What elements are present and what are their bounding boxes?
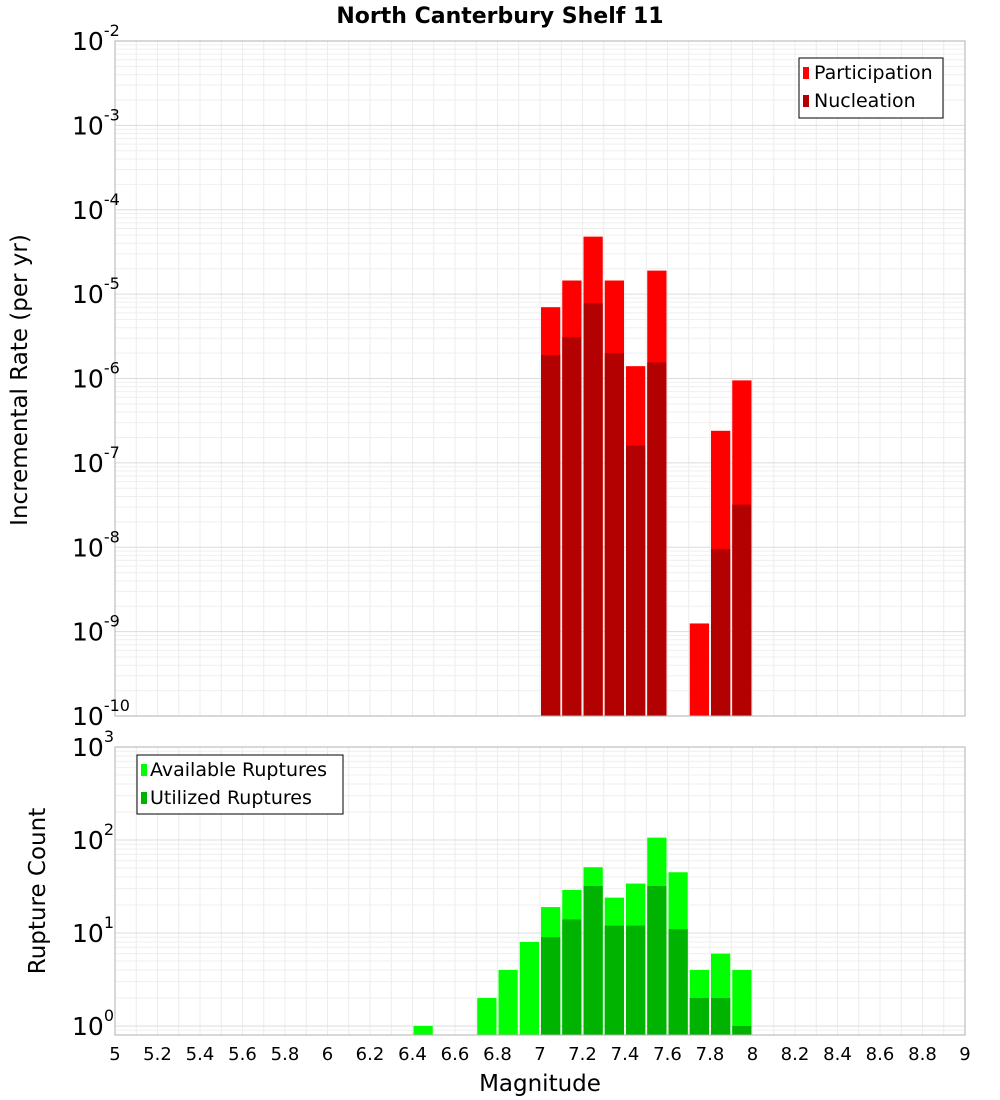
x-tick-labels: 5 5.2 5.4 5.6 5.8 6 6.2 6.4 6.6 6.8 7 7.2 7.4 7.6 7.8 8… [109, 1044, 970, 1065]
bottom-legend: Available Ruptures Utilized Ruptures [136, 754, 344, 815]
top-y-tick-label: 10-6 [72, 359, 120, 394]
utilized-ruptures-legend-label: Utilized Ruptures [150, 787, 312, 809]
bottom-y-tick-label: 102 [72, 820, 114, 855]
available-ruptures-legend-label: Available Ruptures [150, 759, 327, 781]
x-tick-label: 7.4 [611, 1044, 640, 1065]
bottom-bar-secondary [541, 937, 561, 1035]
top-y-tick-label: 10-10 [72, 696, 130, 731]
top-legend: Participation Nucleation [798, 57, 944, 119]
top-y-tick-label: 10-3 [72, 105, 120, 140]
bottom-bar-secondary [732, 1025, 752, 1035]
bottom-plot-border [114, 746, 966, 1036]
bottom-bar-secondary [668, 929, 688, 1035]
bottom-y-tick-label: 103 [72, 727, 114, 762]
x-tick-label: 7.6 [653, 1044, 682, 1065]
bottom-bar-primary [498, 969, 518, 1035]
top-bar-secondary [647, 362, 667, 716]
x-tick-label: 6.8 [483, 1044, 512, 1065]
x-tick-label: 9 [959, 1044, 970, 1065]
bottom-bar-primary [732, 969, 752, 1035]
bottom-y-tick-label: 101 [72, 913, 114, 948]
top-legend-box [798, 57, 944, 119]
top-bar-secondary [604, 353, 624, 716]
top-bar-primary [689, 623, 709, 716]
bottom-bar-secondary [583, 886, 603, 1035]
x-tick-label: 8.4 [823, 1044, 852, 1065]
bottom-bar-primary [413, 1025, 433, 1035]
x-tick-label: 7.2 [568, 1044, 597, 1065]
bottom-gridlines [114, 746, 966, 1036]
top-y-axis-label: Incremental Rate (per yr) [7, 234, 33, 526]
utilized-ruptures-legend-swatch [141, 792, 147, 804]
bottom-bars [413, 837, 752, 1035]
top-bar-secondary [562, 337, 582, 716]
top-y-tick-label: 10-7 [72, 443, 120, 478]
x-tick-label: 7 [534, 1044, 545, 1065]
participation-legend-label: Participation [814, 62, 933, 84]
top-panel: 10-10 10-9 10-8 10-7 10-6 10-5 10-4 10-3 10-2 In… [7, 21, 966, 731]
x-tick-label: 6.4 [398, 1044, 427, 1065]
bottom-bar-primary [477, 997, 497, 1035]
nucleation-legend-label: Nucleation [814, 90, 916, 112]
x-tick-label: 6.6 [441, 1044, 470, 1065]
top-bar-secondary [711, 549, 731, 716]
participation-legend-swatch [803, 67, 809, 79]
x-tick-label: 5.8 [271, 1044, 300, 1065]
top-y-tick-label: 10-4 [72, 190, 120, 225]
x-tick-label: 6 [322, 1044, 333, 1065]
bottom-y-tick-label: 100 [72, 1006, 114, 1041]
x-tick-label: 5 [109, 1044, 120, 1065]
bottom-panel: 100 101 102 103 Rupture Count Available Rup… [25, 727, 966, 1041]
x-tick-label: 5.2 [143, 1044, 172, 1065]
top-bar-secondary [626, 445, 646, 716]
top-bars [541, 236, 752, 716]
x-tick-label: 8.2 [781, 1044, 810, 1065]
x-tick-label: 8.8 [908, 1044, 937, 1065]
bottom-bar-secondary [689, 997, 709, 1035]
top-y-tick-label: 10-9 [72, 612, 120, 647]
top-bar-secondary [541, 354, 561, 716]
chart-title: North Canterbury Shelf 11 [336, 4, 663, 29]
x-tick-label: 5.4 [186, 1044, 215, 1065]
x-axis-label: Magnitude [479, 1071, 601, 1097]
available-ruptures-legend-swatch [141, 764, 147, 776]
top-y-tick-label: 10-8 [72, 527, 120, 562]
x-tick-label: 5.6 [228, 1044, 257, 1065]
top-gridlines [114, 40, 966, 717]
x-tick-label: 6.2 [356, 1044, 385, 1065]
top-plot-border [114, 40, 966, 717]
bottom-legend-box [136, 754, 344, 815]
x-tick-label: 8 [747, 1044, 758, 1065]
bottom-y-tick-labels: 100 101 102 103 [72, 727, 114, 1041]
top-y-tick-labels: 10-10 10-9 10-8 10-7 10-6 10-5 10-4 10-3 10-2 [72, 21, 130, 731]
top-y-tick-label: 10-2 [72, 21, 120, 56]
bottom-bar-secondary [562, 919, 582, 1035]
bottom-bar-secondary [711, 997, 731, 1035]
bottom-bar-secondary [626, 925, 646, 1035]
top-y-tick-label: 10-5 [72, 274, 120, 309]
bottom-bar-secondary [604, 925, 624, 1035]
bottom-y-axis-label: Rupture Count [25, 808, 51, 974]
top-bar-secondary [732, 504, 752, 716]
x-tick-label: 7.8 [696, 1044, 725, 1065]
bottom-bar-primary [519, 942, 539, 1035]
x-tick-label: 8.6 [866, 1044, 895, 1065]
bottom-bar-secondary [647, 886, 667, 1035]
nucleation-legend-swatch [803, 95, 809, 107]
top-bar-secondary [583, 303, 603, 716]
